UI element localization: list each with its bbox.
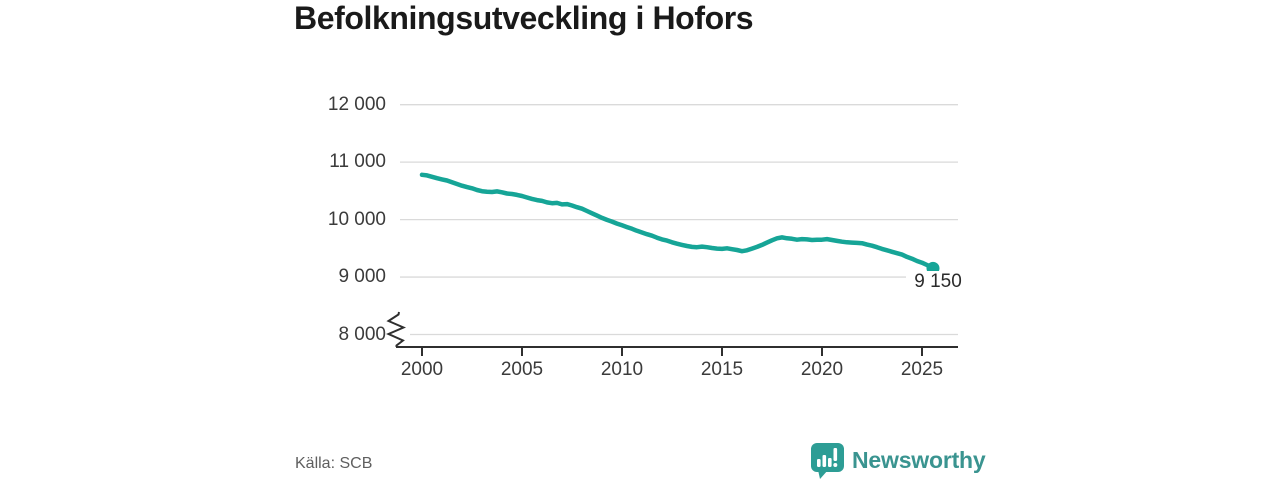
y-tick-label: 12 000 — [327, 93, 386, 115]
x-axis-ticks — [421, 347, 923, 356]
y-tick-label: 10 000 — [327, 208, 386, 230]
newsworthy-wordmark: Newsworthy — [852, 446, 986, 473]
newsworthy-logo: Newsworthy — [810, 441, 986, 479]
y-tick-label: 9 000 — [338, 266, 386, 288]
x-axis — [396, 346, 958, 356]
y-tick-label: 11 000 — [329, 151, 386, 173]
population-series-line — [419, 172, 936, 271]
end-value-label: 9 150 — [906, 271, 970, 293]
gridlines — [400, 104, 958, 336]
source-note: Källa: SCB — [295, 455, 373, 472]
x-tick-label: 2000 — [400, 359, 444, 380]
x-tick-label: 2010 — [600, 359, 644, 380]
newsworthy-icon — [811, 442, 844, 479]
chart-title: Befolkningsutveckling i Hofors — [294, 0, 754, 36]
y-tick-label: 8 000 — [338, 323, 386, 345]
y-axis-break-icon — [386, 311, 407, 347]
x-tick-label: 2015 — [700, 359, 744, 380]
x-tick-label: 2020 — [800, 359, 844, 380]
x-tick-label: 2005 — [500, 359, 544, 380]
x-tick-label: 2025 — [900, 359, 944, 380]
